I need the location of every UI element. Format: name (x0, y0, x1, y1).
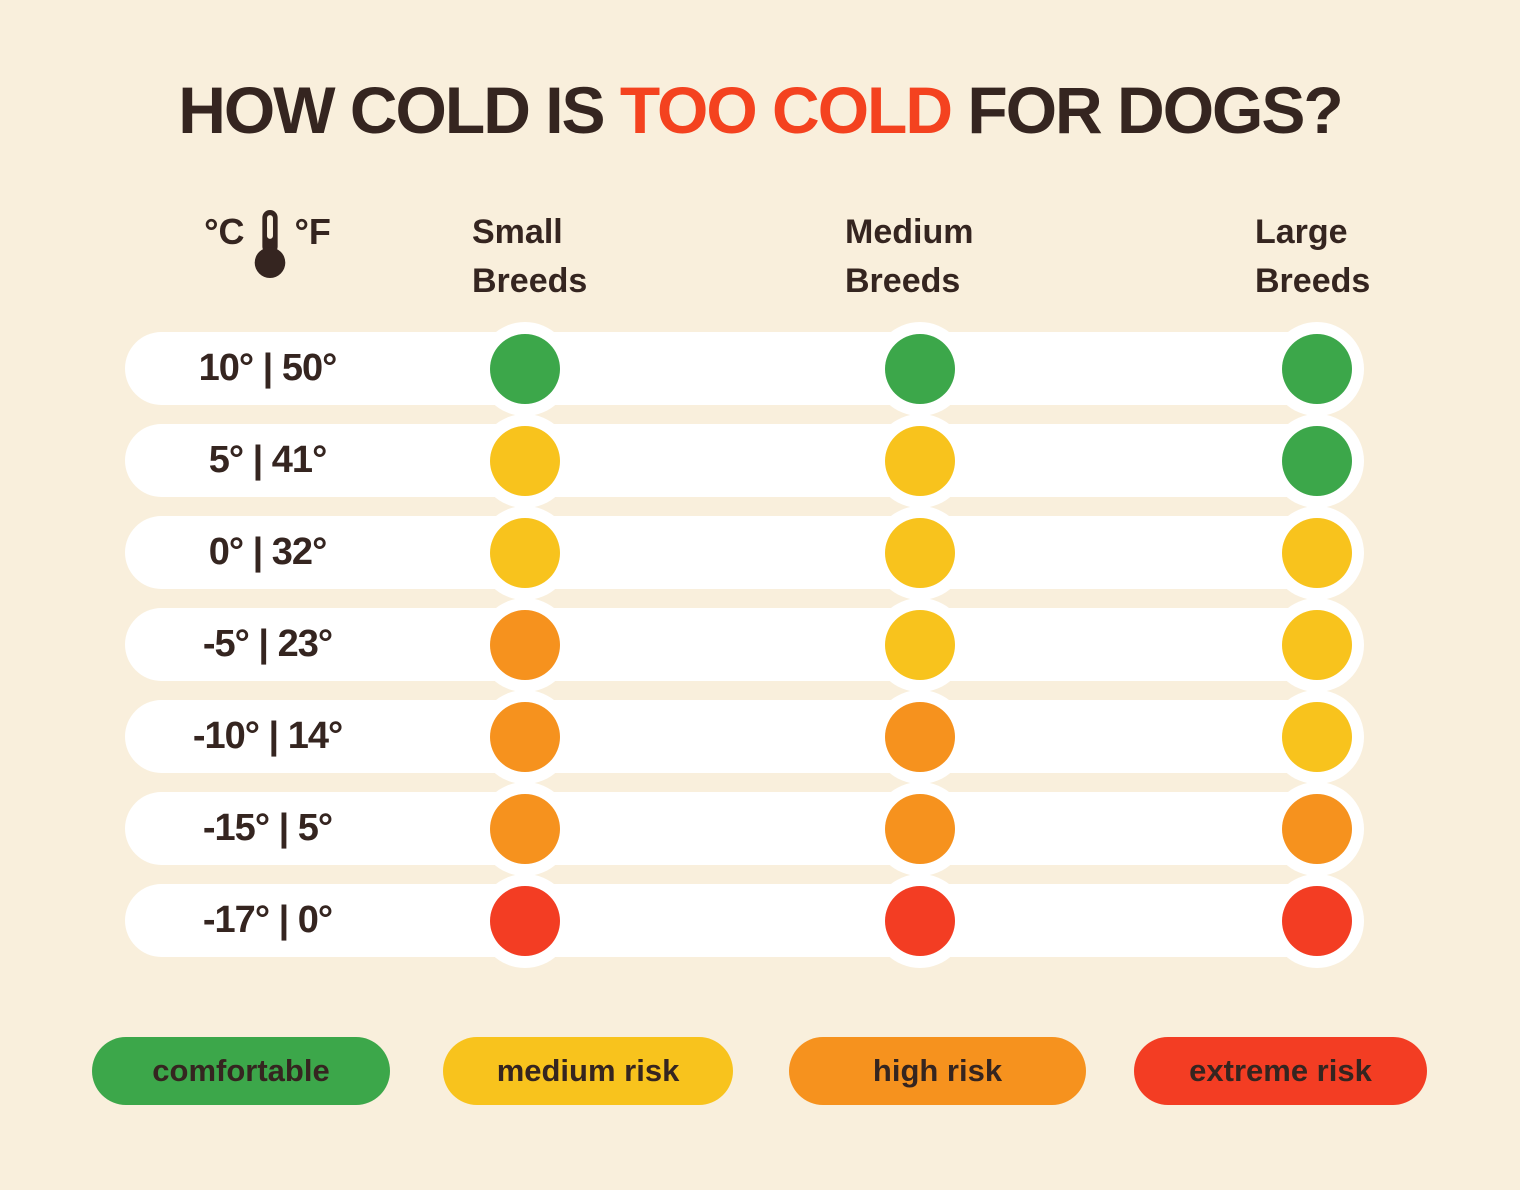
fahrenheit-unit-label: °F (294, 211, 331, 252)
risk-dot-medium (1282, 609, 1352, 680)
table-row: -5° | 23° (125, 608, 1353, 681)
legend-badge-extreme: extreme risk (1134, 1037, 1427, 1105)
temperature-label: 10° | 50° (198, 347, 338, 389)
risk-dot-extreme (490, 885, 560, 956)
column-header-small-breeds: Small Breeds (472, 213, 588, 300)
risk-dot-high (490, 701, 560, 772)
risk-dot-high (490, 609, 560, 680)
temperature-unit-header: °C °F (125, 210, 410, 280)
risk-dot-medium (1282, 701, 1352, 772)
legend-badge-medium: medium risk (443, 1037, 733, 1105)
risk-dot-comfortable (490, 333, 560, 404)
legend-badge-comfortable: comfortable (92, 1037, 390, 1105)
risk-dot-high (1282, 793, 1352, 864)
legend-badge-high: high risk (789, 1037, 1086, 1105)
temperature-rows: 10° | 50° 5° | 41° 0° | 32° -5° | 23° -10° |… (125, 332, 1353, 976)
risk-dot-extreme (1282, 885, 1352, 956)
table-row: -10° | 14° (125, 700, 1353, 773)
table-row: 10° | 50° (125, 332, 1353, 405)
temperature-label: -5° | 23° (202, 623, 333, 665)
risk-dot-comfortable (885, 333, 955, 404)
temperature-label: 5° | 41° (208, 439, 328, 481)
table-row: -17° | 0° (125, 884, 1353, 957)
table-row: 5° | 41° (125, 424, 1353, 497)
table-row: -15° | 5° (125, 792, 1353, 865)
legend-label: extreme risk (1189, 1053, 1372, 1088)
risk-dot-medium (490, 517, 560, 588)
column-header-medium-breeds: Medium Breeds (845, 213, 974, 300)
title-accent: TOO COLD (619, 73, 953, 147)
risk-dot-comfortable (1282, 333, 1352, 404)
risk-dot-high (490, 793, 560, 864)
risk-dot-medium (885, 609, 955, 680)
legend: comfortable medium risk high risk extreme r… (0, 1037, 1520, 1105)
temperature-label: -15° | 5° (202, 807, 333, 849)
legend-label: high risk (872, 1053, 1003, 1088)
title-part2: FOR DOGS? (951, 73, 1343, 147)
risk-dot-high (885, 793, 955, 864)
risk-dot-medium (490, 425, 560, 496)
risk-dot-high (885, 701, 955, 772)
thermometer-icon (254, 210, 285, 278)
temperature-label: -10° | 14° (192, 715, 343, 757)
legend-label: medium risk (496, 1053, 680, 1088)
celsius-unit-label: °C (204, 211, 245, 252)
temperature-label: -17° | 0° (202, 899, 333, 941)
risk-dot-medium (885, 517, 955, 588)
title-part1: HOW COLD IS (178, 73, 620, 147)
risk-dot-extreme (885, 885, 955, 956)
risk-dot-medium (885, 425, 955, 496)
risk-dot-comfortable (1282, 425, 1352, 496)
legend-label: comfortable (152, 1053, 330, 1088)
risk-dot-medium (1282, 517, 1352, 588)
column-header-large-breeds: Large Breeds (1255, 213, 1371, 300)
page-title: HOW COLD IS TOO COLD FOR DOGS? (0, 72, 1520, 148)
table-row: 0° | 32° (125, 516, 1353, 589)
temperature-label: 0° | 32° (208, 531, 328, 573)
